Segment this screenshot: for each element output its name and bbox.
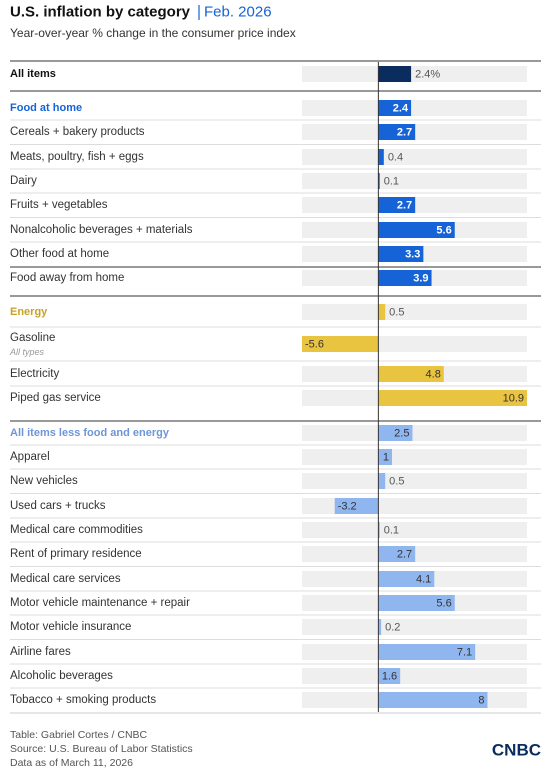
value-label: 0.2 <box>385 622 400 634</box>
track <box>302 304 527 320</box>
value-label: 5.6 <box>436 598 451 610</box>
value-label: 2.5 <box>394 428 409 440</box>
bar <box>378 449 392 465</box>
value-label: 2.7 <box>397 200 412 212</box>
value-label: 0.1 <box>384 176 399 188</box>
bar <box>378 473 386 489</box>
brand-logo: CNBC <box>492 741 541 760</box>
category-label: All items less food and energy <box>10 427 170 439</box>
track <box>302 668 527 684</box>
bar <box>378 270 432 286</box>
track <box>302 619 527 635</box>
category-label: Used cars + trucks <box>10 500 106 512</box>
value-label: 0.5 <box>389 476 404 488</box>
value-label: 2.4% <box>415 69 440 81</box>
track <box>302 425 527 441</box>
bar <box>378 173 380 189</box>
value-label: -3.2 <box>338 501 357 513</box>
category-label: Cereals + bakery products <box>10 126 145 138</box>
category-sublabel: All types <box>9 347 45 357</box>
track <box>302 449 527 465</box>
category-label: Tobacco + smoking products <box>10 694 156 706</box>
bar <box>378 149 384 165</box>
track <box>302 522 527 538</box>
value-label: 4.8 <box>426 369 441 381</box>
category-label: Alcoholic beverages <box>10 670 113 682</box>
value-label: 4.1 <box>416 574 431 586</box>
bar <box>378 644 476 660</box>
category-label: All items <box>10 68 56 80</box>
bar <box>378 619 382 635</box>
value-label: 8 <box>478 695 484 707</box>
bar <box>378 100 412 116</box>
bar <box>378 366 444 382</box>
title-date: Feb. 2026 <box>204 4 272 21</box>
bar <box>378 425 413 441</box>
bar <box>378 304 386 320</box>
value-label: 5.6 <box>436 225 451 237</box>
track <box>302 100 527 116</box>
value-label: 1 <box>383 452 389 464</box>
category-label: Rent of primary residence <box>10 548 142 560</box>
category-label: Apparel <box>10 451 50 463</box>
value-label: 10.9 <box>503 393 524 405</box>
category-label: Energy <box>10 306 48 318</box>
value-label: 3.9 <box>413 273 428 285</box>
footer-source: Source: U.S. Bureau of Labor Statistics <box>10 743 193 755</box>
bar <box>378 246 424 262</box>
value-label: -5.6 <box>305 339 324 351</box>
category-label: Gasoline <box>10 332 55 344</box>
category-label: Motor vehicle insurance <box>10 621 131 633</box>
category-label: Medical care commodities <box>10 524 143 536</box>
bar <box>378 197 416 213</box>
subtitle: Year-over-year % change in the consumer … <box>10 26 296 40</box>
footer-credit: Table: Gabriel Cortes / CNBC <box>10 729 148 741</box>
value-label: 2.4 <box>393 103 409 115</box>
track <box>302 149 527 165</box>
bar <box>378 692 488 708</box>
category-label: Other food at home <box>10 248 109 260</box>
track <box>302 173 527 189</box>
value-label: 7.1 <box>457 647 472 659</box>
category-label: Nonalcoholic beverages + materials <box>10 224 193 236</box>
category-label: Meats, poultry, fish + eggs <box>10 151 144 163</box>
value-label: 0.1 <box>384 525 399 537</box>
value-label: 1.6 <box>382 671 397 683</box>
bar <box>378 668 401 684</box>
category-label: Motor vehicle maintenance + repair <box>10 597 190 609</box>
category-label: New vehicles <box>10 475 78 487</box>
bar <box>378 66 412 82</box>
bar <box>302 336 379 352</box>
category-label: Food at home <box>10 102 82 114</box>
bar <box>378 546 416 562</box>
value-label: 0.5 <box>389 307 404 319</box>
bar <box>378 222 455 238</box>
category-label: Piped gas service <box>10 392 101 404</box>
bar <box>378 390 527 406</box>
track <box>302 473 527 489</box>
bar <box>378 595 455 611</box>
value-label: 2.7 <box>397 549 412 561</box>
category-label: Medical care services <box>10 573 121 585</box>
category-label: Dairy <box>10 175 37 187</box>
value-label: 2.7 <box>397 127 412 139</box>
category-label: Electricity <box>10 368 59 380</box>
bar <box>378 571 435 587</box>
bar <box>378 522 380 538</box>
value-label: 3.3 <box>405 249 420 261</box>
bar <box>334 498 379 514</box>
value-label: 0.4 <box>388 152 403 164</box>
track <box>302 66 527 82</box>
category-label: Fruits + vegetables <box>10 199 108 211</box>
footer-date: Data as of March 11, 2026 <box>10 757 133 769</box>
category-label: Food away from home <box>10 272 124 284</box>
category-label: Airline fares <box>10 646 71 658</box>
bar <box>378 124 416 140</box>
chart-title: U.S. inflation by category <box>10 4 191 21</box>
